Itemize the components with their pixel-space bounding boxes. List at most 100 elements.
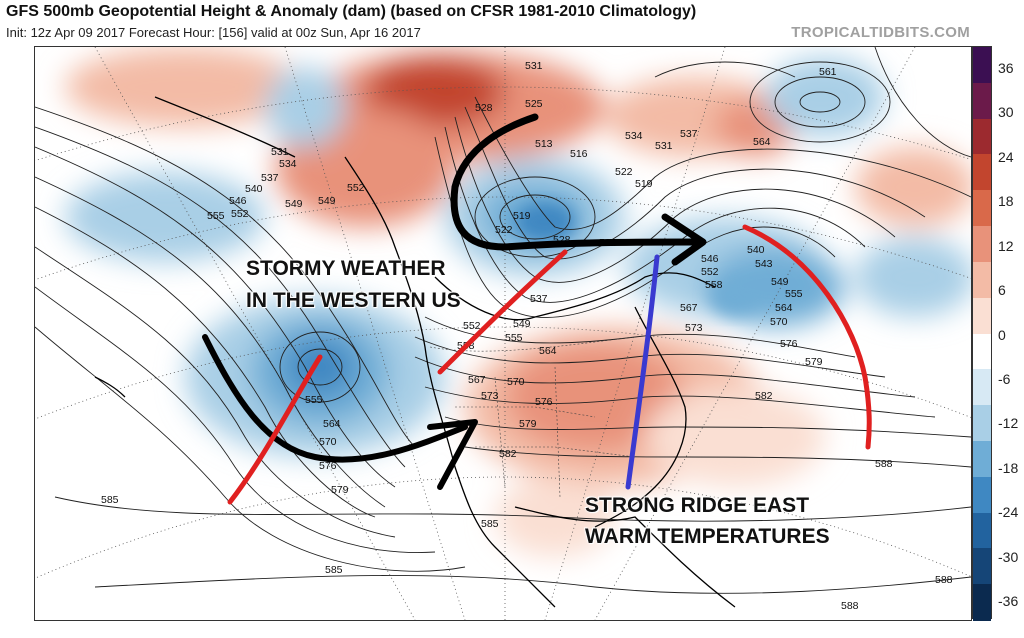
contour-label: 570 [319, 436, 337, 448]
annotation-stormy-west-line2: IN THE WESTERN US [246, 289, 461, 312]
contour-label: 558 [705, 279, 723, 291]
weather-map: 531 528 525 522 519 516 513 534 537 531 … [34, 46, 972, 621]
contour-label: 576 [780, 338, 798, 350]
colorbar-tick-label: 0 [998, 326, 1006, 343]
colorbar-segment [973, 440, 991, 478]
contour-label: 567 [680, 302, 698, 314]
contour-label: 537 [261, 172, 279, 184]
contour-label: 573 [685, 322, 703, 334]
annotation-arrows [202, 113, 872, 505]
western-trough-flow-arrow [202, 334, 468, 463]
contour-label: 513 [535, 138, 553, 150]
contour-label: 549 [513, 318, 531, 330]
contour-label: 549 [285, 198, 303, 210]
colorbar-tick-label: 12 [998, 237, 1014, 254]
colorbar-tick-label: -12 [998, 415, 1019, 432]
map-title: GFS 500mb Geopotential Height & Anomaly … [6, 3, 697, 20]
anomaly-colorbar [972, 46, 992, 621]
colorbar-segment [973, 82, 991, 120]
contour-label: 573 [481, 390, 499, 402]
contour-label: 552 [231, 208, 249, 220]
site-watermark: TROPICALTIDBITS.COM [791, 24, 970, 41]
contour-label: 534 [625, 130, 643, 142]
colorbar-segment [973, 333, 991, 371]
contour-label: 516 [570, 148, 588, 160]
contour-label: 531 [271, 146, 289, 158]
contour-label: 531 [655, 140, 673, 152]
contour-label: 543 [755, 258, 773, 270]
contour-label: 531 [525, 60, 543, 72]
northern-flow-arrow [450, 113, 699, 251]
contour-label: 555 [785, 288, 803, 300]
contour-label: 528 [475, 102, 493, 114]
contour-label: 549 [318, 195, 336, 207]
colorbar-segment [973, 584, 991, 621]
contour-label: 525 [525, 98, 543, 110]
colorbar-segment [973, 261, 991, 299]
colorbar-segment [973, 118, 991, 156]
contour-label: 588 [875, 458, 893, 470]
contour-label: 555 [207, 210, 225, 222]
colorbar-segment [973, 154, 991, 192]
contour-label: 579 [331, 484, 349, 496]
contour-label: 555 [305, 394, 323, 406]
colorbar-segment [973, 369, 991, 407]
contour-label: 564 [323, 418, 341, 430]
eastern-trough-axis [742, 224, 872, 450]
colorbar-tick-label: -24 [998, 504, 1019, 521]
colorbar-segment [973, 405, 991, 442]
contour-label: 519 [635, 178, 653, 190]
contour-label: 549 [771, 276, 789, 288]
contour-label: 576 [535, 396, 553, 408]
colorbar-tick-label: -30 [998, 548, 1019, 565]
colorbar-segment [973, 512, 991, 550]
map-canvas: 531 528 525 522 519 516 513 534 537 531 … [35, 47, 971, 620]
colorbar-segment [973, 476, 991, 514]
colorbar-tick-label: -18 [998, 459, 1019, 476]
contour-label: 567 [468, 374, 486, 386]
contour-label: 522 [615, 166, 633, 178]
colorbar-tick-label: 24 [998, 148, 1014, 165]
contour-label: 552 [701, 266, 719, 278]
colorbar-tick-label: 6 [998, 282, 1006, 299]
contour-label: 582 [755, 390, 773, 402]
coastlines [94, 96, 736, 608]
contour-label: 588 [935, 574, 953, 586]
contour-label: 585 [325, 564, 343, 576]
contour-label: 522 [495, 224, 513, 236]
contour-label: 579 [805, 356, 823, 368]
contour-label: 564 [775, 302, 793, 314]
contour-label: 540 [747, 244, 765, 256]
annotation-ridge-east-line1: STRONG RIDGE EAST [585, 494, 810, 517]
contour-label: 570 [770, 316, 788, 328]
contour-label: 546 [229, 195, 247, 207]
western-trough-arrowhead [427, 419, 478, 490]
colorbar-tick-label: 36 [998, 60, 1014, 76]
northern-flow-arrowhead [661, 213, 707, 266]
colorbar-segment [973, 226, 991, 263]
colorbar-segment [973, 190, 991, 228]
graticule [35, 47, 971, 620]
contour-label: 546 [701, 253, 719, 265]
contour-label-group: 531 528 525 522 519 516 513 534 537 531 … [101, 60, 953, 612]
contour-label: 564 [539, 345, 557, 357]
borders [429, 336, 636, 498]
contour-label: 561 [819, 66, 837, 78]
contour-label: 540 [245, 183, 263, 195]
contour-label: 519 [513, 210, 531, 222]
contour-label: 576 [319, 460, 337, 472]
colorbar-segment [973, 47, 991, 84]
contour-label: 555 [505, 332, 523, 344]
eastern-ridge-axis [625, 254, 660, 490]
contour-label: 537 [530, 293, 548, 305]
central-trough-axis [437, 249, 568, 375]
western-trough-axis [227, 354, 323, 505]
contour-label: 570 [507, 376, 525, 388]
anomaly-shading [65, 47, 971, 557]
colorbar-segment [973, 548, 991, 586]
annotation-ridge-east-line2: WARM TEMPERATURES [585, 525, 830, 548]
colorbar-tick-label: 18 [998, 193, 1014, 210]
contour-label: 537 [680, 128, 698, 140]
contour-label: 588 [841, 600, 859, 612]
contour-label: 582 [499, 448, 517, 460]
